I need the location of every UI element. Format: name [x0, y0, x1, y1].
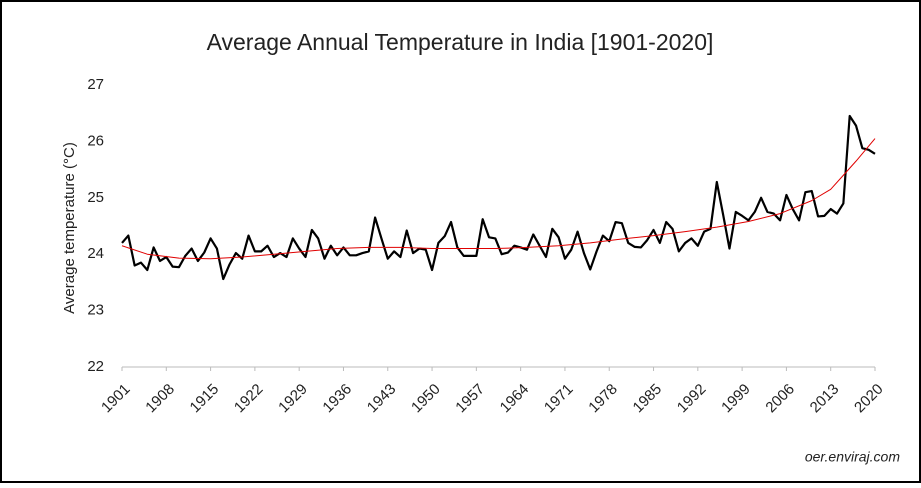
y-tick-label: 27 — [87, 76, 104, 93]
series-line — [121, 138, 876, 260]
y-axis-label: Average temperature (°C) — [61, 142, 78, 314]
y-tick-label: 24 — [87, 245, 104, 262]
y-tick-label: 25 — [87, 189, 104, 206]
source: oer.enviraj.com — [805, 449, 901, 465]
y-tick-label: 26 — [87, 132, 104, 149]
series-line — [121, 114, 876, 281]
y-tick-label: 22 — [87, 358, 104, 375]
y-tick-label: 23 — [87, 302, 104, 319]
chart-title: Average Annual Temperature in India [190… — [207, 29, 714, 55]
